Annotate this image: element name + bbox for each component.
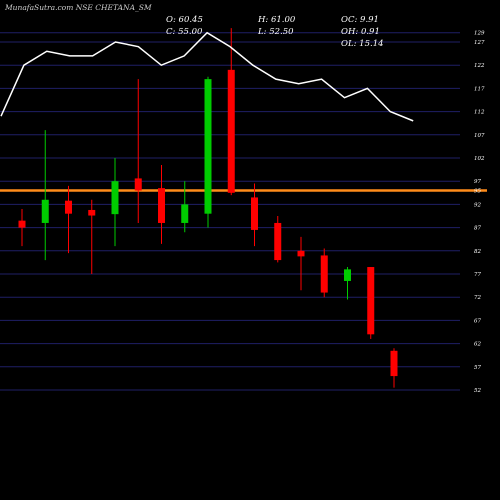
chart-title: MunafaSutra.com NSE CHETANA_SM bbox=[5, 3, 152, 12]
low-value: L: 52.50 bbox=[258, 27, 294, 37]
candle-body bbox=[297, 250, 305, 257]
candle-body bbox=[111, 181, 119, 215]
overlay-line-series bbox=[0, 31, 414, 122]
candle-body bbox=[134, 178, 142, 191]
candle-body bbox=[18, 220, 26, 228]
overlay-line bbox=[0, 31, 414, 122]
y-tick-label: 87 bbox=[474, 226, 481, 232]
y-tick-label: 52 bbox=[474, 388, 481, 394]
oh-value: OH: 0.91 bbox=[341, 27, 380, 37]
y-tick-label: 57 bbox=[474, 365, 481, 371]
oc-value: OC: 9.91 bbox=[341, 15, 379, 25]
candlestick-series bbox=[18, 28, 398, 388]
candle-body bbox=[204, 79, 212, 214]
reference-line-label: 95 bbox=[474, 188, 481, 194]
candle-body bbox=[158, 188, 165, 223]
y-tick-label: 92 bbox=[474, 202, 481, 208]
high-value: H: 61.00 bbox=[258, 15, 296, 25]
open-value: O: 60.45 bbox=[166, 15, 203, 25]
candle-body bbox=[320, 255, 328, 293]
candle-body bbox=[344, 269, 351, 281]
candle-body bbox=[181, 204, 189, 223]
y-tick-label: 129 bbox=[474, 31, 485, 37]
candle-body bbox=[274, 222, 282, 261]
y-tick-label: 122 bbox=[474, 63, 485, 69]
candle-body bbox=[390, 350, 398, 377]
y-tick-label: 102 bbox=[474, 156, 485, 162]
y-axis-ticks: 129 127 122 117 112 107 102 97 92 87 82 77 72 67 62 57 5… bbox=[474, 31, 485, 394]
y-tick-label: 127 bbox=[474, 40, 485, 46]
y-tick-label: 97 bbox=[474, 179, 481, 185]
y-tick-label: 117 bbox=[474, 86, 485, 92]
y-tick-label: 107 bbox=[474, 133, 485, 139]
y-tick-label: 82 bbox=[474, 249, 481, 255]
y-tick-label: 112 bbox=[474, 110, 485, 116]
y-tick-label: 67 bbox=[474, 318, 481, 324]
candle-body bbox=[367, 267, 375, 335]
candle-body bbox=[88, 209, 96, 216]
y-tick-label: 77 bbox=[474, 272, 481, 278]
y-tick-label: 72 bbox=[474, 295, 481, 301]
candle-body bbox=[41, 199, 49, 223]
y-tick-label: 62 bbox=[474, 342, 481, 348]
candle-body bbox=[227, 69, 235, 193]
candle-body bbox=[251, 197, 258, 230]
ol-value: OL: 15.14 bbox=[341, 39, 384, 49]
candle-body bbox=[65, 200, 72, 214]
close-value: C: 55.00 bbox=[166, 27, 203, 37]
reference-line: 95 bbox=[0, 188, 487, 194]
